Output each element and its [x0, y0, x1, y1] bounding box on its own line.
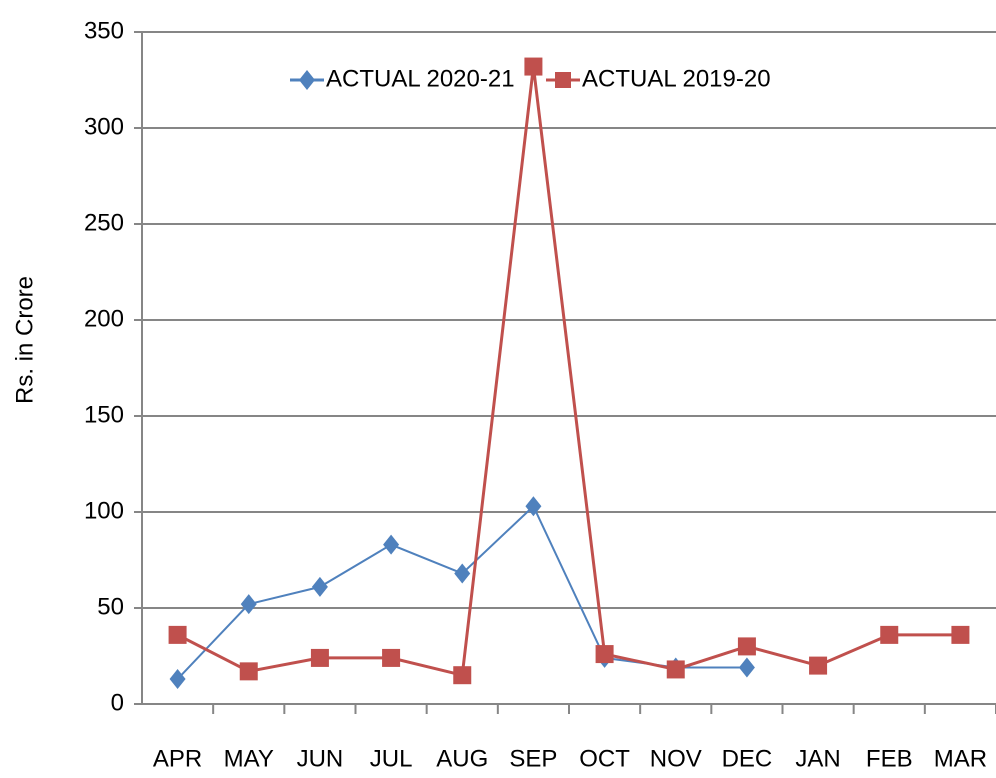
y-tick-label: 0 [111, 689, 124, 716]
x-tick-label: SEP [509, 745, 557, 772]
y-tick-label: 300 [84, 113, 124, 140]
marker [595, 645, 614, 664]
marker [880, 625, 899, 644]
marker [240, 594, 257, 615]
marker [809, 656, 828, 675]
x-tick-label: AUG [436, 745, 488, 772]
x-tick-label: FEB [866, 745, 913, 772]
y-tick-label: 100 [84, 497, 124, 524]
x-tick-label: MAY [224, 745, 274, 772]
x-tick-label: JUN [297, 745, 344, 772]
legend-label: ACTUAL 2020-21 [326, 65, 515, 92]
marker [453, 666, 472, 685]
y-tick-label: 50 [97, 593, 124, 620]
y-tick-label: 200 [84, 305, 124, 332]
y-tick-label: 250 [84, 209, 124, 236]
marker [168, 625, 187, 644]
x-tick-label: APR [153, 745, 202, 772]
y-tick-label: 350 [84, 17, 124, 44]
x-tick-label: NOV [650, 745, 702, 772]
marker [239, 662, 258, 681]
marker [382, 648, 401, 667]
marker [383, 534, 400, 555]
marker [299, 70, 315, 90]
series-line [176, 504, 747, 680]
marker [454, 563, 471, 584]
x-tick-label: JAN [795, 745, 840, 772]
marker [525, 496, 542, 517]
marker [555, 72, 571, 88]
marker [524, 57, 543, 76]
x-tick-label: OCT [579, 745, 630, 772]
legend-label: ACTUAL 2019-20 [582, 65, 771, 92]
series-line [176, 66, 961, 678]
y-axis-label: Rs. in Crore [11, 276, 38, 404]
marker [951, 625, 970, 644]
y-tick-label: 150 [84, 401, 124, 428]
marker [666, 660, 685, 679]
x-tick-label: MAR [934, 745, 987, 772]
x-tick-label: JUL [370, 745, 413, 772]
marker [737, 637, 756, 656]
marker [310, 648, 329, 667]
x-tick-label: DEC [722, 745, 773, 772]
marker [738, 657, 755, 678]
marker [169, 669, 186, 690]
marker [311, 576, 328, 597]
